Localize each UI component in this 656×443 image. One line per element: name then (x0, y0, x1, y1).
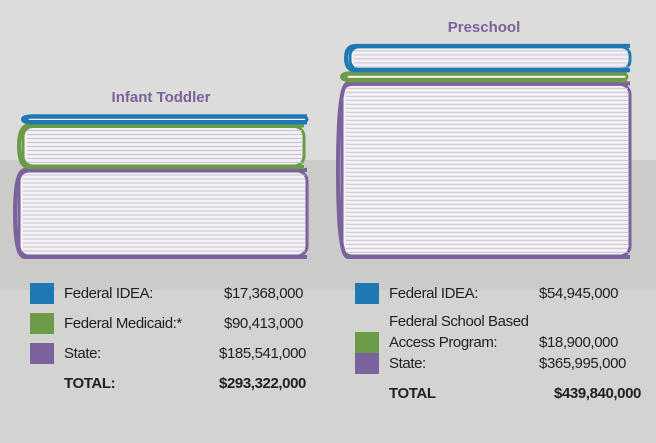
legend-row: Federal IDEA:$54,945,000 (355, 283, 641, 313)
legend-label: Federal IDEA: (64, 283, 224, 304)
book-pages (342, 84, 630, 256)
book (19, 126, 304, 167)
book (23, 116, 307, 122)
legend-label: Federal IDEA: (389, 283, 539, 304)
chart-title: Infant Toddler (112, 89, 211, 106)
total-label: TOTAL: (64, 373, 219, 394)
total-value: $293,322,000 (219, 373, 306, 394)
legend-value: $185,541,000 (219, 343, 306, 364)
book (346, 46, 630, 70)
book (342, 73, 627, 80)
legend-value: $54,945,000 (539, 283, 618, 304)
legend-value: $18,900,000 (539, 332, 618, 353)
legend-value: $365,995,000 (539, 353, 626, 374)
total-label: TOTAL (389, 383, 554, 404)
legend-row: Federal IDEA:$17,368,000 (30, 283, 306, 313)
total-row: TOTAL:$293,322,000 (64, 373, 306, 403)
legend-value: $17,368,000 (224, 283, 303, 304)
book (338, 83, 630, 257)
book-pages (350, 47, 630, 69)
legend-swatch (355, 332, 379, 353)
total-value: $439,840,000 (554, 383, 641, 404)
legend-swatch (355, 283, 379, 304)
legend-row: State:$185,541,000 (30, 343, 306, 373)
legend-value: $90,413,000 (224, 313, 303, 334)
legend-swatch (355, 353, 379, 374)
legend-swatch (30, 343, 54, 364)
infographic: Infant ToddlerPreschool Federal IDEA:$17… (0, 0, 656, 443)
legend-label: Federal School Based Access Program: (389, 311, 539, 353)
chart-title: Preschool (448, 19, 521, 36)
legend-row: Federal Medicaid:*$90,413,000 (30, 313, 306, 343)
legend-row: State:$365,995,000 (355, 353, 641, 383)
total-row: TOTAL$439,840,000 (389, 383, 641, 413)
legend-label: Federal Medicaid:* (64, 313, 224, 334)
legend-label: State: (389, 353, 539, 374)
legend-swatch (30, 283, 54, 304)
legend-label: State: (64, 343, 219, 364)
book (15, 170, 307, 257)
legend-swatch (30, 313, 54, 334)
legend-row: Federal School Based Access Program:$18,… (355, 311, 641, 353)
